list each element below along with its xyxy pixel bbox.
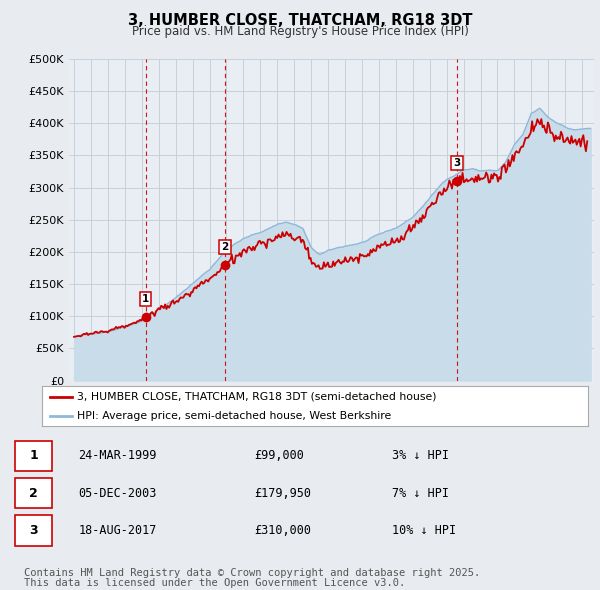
Text: 3% ↓ HPI: 3% ↓ HPI (392, 450, 449, 463)
Text: Price paid vs. HM Land Registry's House Price Index (HPI): Price paid vs. HM Land Registry's House … (131, 25, 469, 38)
Text: 1: 1 (142, 294, 149, 304)
Text: 2: 2 (29, 487, 38, 500)
Text: 05-DEC-2003: 05-DEC-2003 (78, 487, 157, 500)
Text: 1: 1 (29, 450, 38, 463)
Text: 3, HUMBER CLOSE, THATCHAM, RG18 3DT (semi-detached house): 3, HUMBER CLOSE, THATCHAM, RG18 3DT (sem… (77, 392, 437, 402)
Text: 3: 3 (29, 524, 38, 537)
Text: HPI: Average price, semi-detached house, West Berkshire: HPI: Average price, semi-detached house,… (77, 411, 392, 421)
Text: £179,950: £179,950 (254, 487, 311, 500)
Text: 2: 2 (221, 242, 229, 252)
Text: £99,000: £99,000 (254, 450, 304, 463)
Text: 7% ↓ HPI: 7% ↓ HPI (392, 487, 449, 500)
FancyBboxPatch shape (15, 515, 52, 546)
Text: 3, HUMBER CLOSE, THATCHAM, RG18 3DT: 3, HUMBER CLOSE, THATCHAM, RG18 3DT (128, 13, 472, 28)
Text: Contains HM Land Registry data © Crown copyright and database right 2025.: Contains HM Land Registry data © Crown c… (24, 568, 480, 578)
Text: 10% ↓ HPI: 10% ↓ HPI (392, 524, 456, 537)
Text: 24-MAR-1999: 24-MAR-1999 (78, 450, 157, 463)
Text: 18-AUG-2017: 18-AUG-2017 (78, 524, 157, 537)
Text: This data is licensed under the Open Government Licence v3.0.: This data is licensed under the Open Gov… (24, 578, 405, 588)
FancyBboxPatch shape (15, 441, 52, 471)
FancyBboxPatch shape (15, 478, 52, 509)
Text: 3: 3 (454, 158, 461, 168)
Text: £310,000: £310,000 (254, 524, 311, 537)
